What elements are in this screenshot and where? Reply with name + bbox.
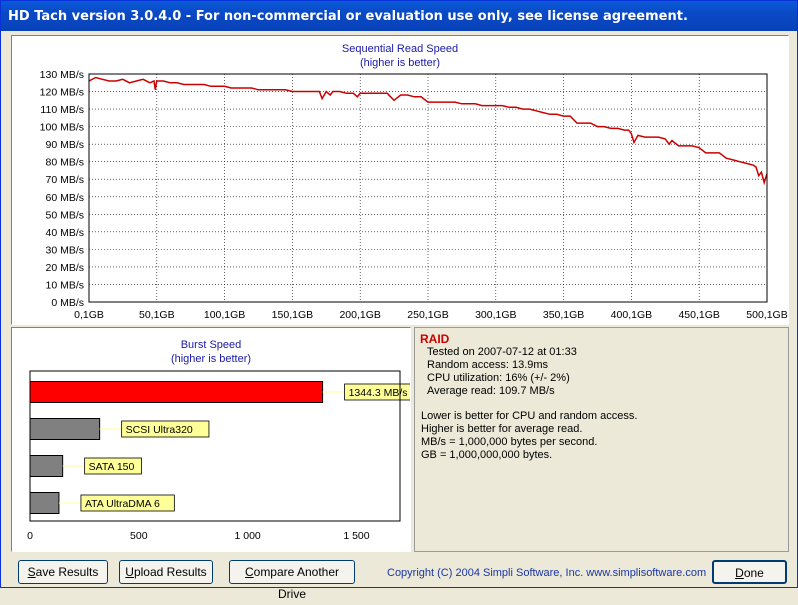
note-line: GB = 1,000,000,000 bytes. [421,449,553,461]
burst-bars: 1344.3 MB/s SCSI Ultra320 SATA 150 ATA Ultr… [29,381,410,514]
note-line: Lower is better for CPU and random acces… [421,410,638,422]
tested-on-text: Tested on 2007-07-12 at 01:33 [427,346,577,358]
upload-results-button[interactable]: Upload Results [119,560,213,584]
seq-y-tick-label: 70 MB/s [45,174,84,186]
save-label: ave Results [35,565,99,579]
results-info-panel: RAID Tested on 2007-07-12 at 01:33 Rando… [414,327,789,552]
seq-y-tick-label: 0 MB/s [51,297,84,309]
seq-x-tick-label: 100,1GB [204,309,245,321]
compare-another-drive-button[interactable]: Compare Another Drive [229,560,355,601]
copyright-text: Copyright (C) 2004 Simpli Software, Inc.… [387,567,707,579]
seq-y-tick-label: 30 MB/s [45,244,84,256]
done-button[interactable]: Done [712,560,787,584]
seq-chart-title: Sequential Read Speed [342,43,458,55]
burst-bar [29,418,101,440]
seq-read-line [88,76,768,186]
burst-x-tick-label: 500 [130,530,148,542]
seq-y-tick-label: 20 MB/s [45,262,84,274]
seq-y-tick-label: 110 MB/s [40,104,84,116]
drive-name: RAID [420,332,450,346]
seq-y-ticks: 130 MB/s 120 MB/s 110 MB/s 100 MB/s 90 MB/s 8… [40,69,84,309]
average-read-text: Average read: 109.7 MB/s [427,385,555,397]
seq-y-tick-label: 90 MB/s [45,139,84,151]
seq-plot-frame [88,73,768,303]
note-line: MB/s = 1,000,000 bytes per second. [421,436,598,448]
burst-plot-frame [29,370,401,522]
seq-y-tick-label: 80 MB/s [45,157,84,169]
seq-x-tick-label: 50,1GB [139,309,175,321]
seq-chart-subtitle: (higher is better) [360,57,440,69]
seq-x-tick-label: 200,1GB [339,309,380,321]
seq-y-tick-label: 10 MB/s [45,279,84,291]
save-mnemonic: S [27,565,36,579]
burst-x-tick-label: 1 500 [343,530,369,542]
burst-chart-title: Burst Speed [181,339,242,351]
seq-x-tick-label: 150,1GB [272,309,313,321]
upload-mnemonic: U [125,565,134,579]
seq-x-tick-label: 0,1GB [74,309,104,321]
burst-label-box [121,420,210,438]
compare-mnemonic: C [244,565,254,579]
seq-x-tick-label: 350,1GB [543,309,584,321]
burst-chart-subtitle: (higher is better) [171,353,251,365]
title-bar[interactable]: HD Tach version 3.0.4.0 - For non-commer… [1,1,797,31]
done-label: one [743,566,764,580]
seq-y-tick-label: 60 MB/s [45,192,84,204]
burst-bar-label: 1344.3 MB/s [349,387,408,399]
burst-x-tick-label: 0 [27,530,33,542]
burst-bar [29,492,60,514]
burst-x-ticks: 0 500 1 000 1 500 [27,530,370,542]
seq-x-tick-label: 500,1GB [746,309,787,321]
burst-label-box [84,457,142,475]
burst-bar-label: SATA 150 [89,461,135,473]
burst-label-box [344,383,410,401]
sequential-chart-panel: Sequential Read Speed (higher is better)… [11,35,789,325]
burst-bar [29,381,324,403]
burst-x-tick-label: 1 000 [235,530,261,542]
seq-x-tick-label: 300,1GB [475,309,516,321]
burst-bar [29,455,64,477]
seq-y-tick-label: 40 MB/s [45,227,84,239]
save-results-button[interactable]: Save Results [18,560,108,584]
seq-y-tick-label: 100 MB/s [40,122,84,134]
seq-grid [89,73,767,303]
window-title: HD Tach version 3.0.4.0 - For non-commer… [8,9,688,24]
burst-chart-panel: Burst Speed (higher is better) 1344.3 MB… [11,327,411,552]
seq-y-tick-label: 120 MB/s [40,87,84,99]
done-mnemonic: D [735,566,744,580]
random-access-text: Random access: 13.9ms [427,359,549,371]
upload-label: pload Results [133,565,207,579]
seq-y-tick-label: 50 MB/s [45,209,84,221]
seq-x-ticks: 0,1GB 50,1GB 100,1GB 150,1GB 200,1GB 250,1GB 3… [74,309,788,321]
burst-speed-chart: Burst Speed (higher is better) 1344.3 MB… [27,339,410,542]
cpu-utilization-text: CPU utilization: 16% (+/- 2%) [427,372,570,384]
burst-label-box [80,494,175,512]
burst-bar-label: SCSI Ultra320 [126,424,193,436]
seq-y-tick-label: 130 MB/s [40,69,84,81]
compare-label: ompare Another Drive [253,565,340,601]
seq-x-tick-label: 400,1GB [611,309,652,321]
seq-x-tick-label: 450,1GB [678,309,719,321]
burst-bar-label: ATA UltraDMA 6 [85,498,160,510]
sequential-read-chart: Sequential Read Speed (higher is better)… [40,43,788,321]
seq-x-tick-label: 250,1GB [407,309,448,321]
note-line: Higher is better for average read. [421,423,583,435]
